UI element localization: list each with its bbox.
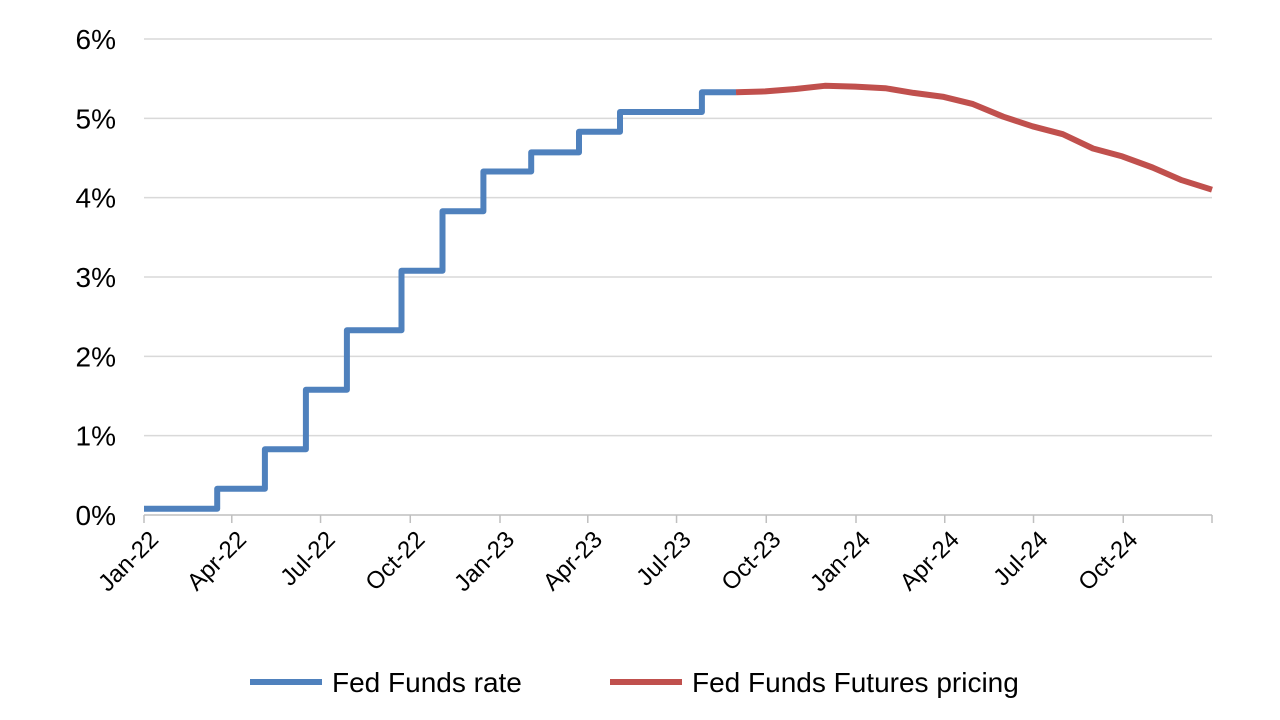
x-tick-label: Oct-22 <box>360 526 430 596</box>
x-tick-label: Jul-22 <box>275 526 340 591</box>
y-tick-label: 0% <box>76 500 116 531</box>
y-tick-label: 3% <box>76 262 116 293</box>
y-tick-label: 5% <box>76 103 116 134</box>
x-tick-label: Jan-23 <box>449 526 520 597</box>
y-tick-label: 6% <box>76 24 116 55</box>
series-lines <box>144 82 1213 512</box>
x-tick-label: Oct-24 <box>1073 526 1143 596</box>
y-tick-label: 1% <box>76 421 116 452</box>
x-axis: Jan-22 Apr-22 Jul-22 Oct-22 Jan-23 Apr-23 Jul-… <box>93 514 1213 597</box>
x-tick-label: Jul-23 <box>631 526 696 591</box>
x-tick-label: Jan-24 <box>805 526 876 597</box>
x-tick-label: Apr-24 <box>895 526 965 596</box>
x-tick-label: Oct-23 <box>716 526 786 596</box>
legend: Fed Funds rate Fed Funds Futures pricing <box>250 667 1019 698</box>
grid-lines <box>144 38 1212 437</box>
y-tick-label: 2% <box>76 341 116 372</box>
x-tick-label: Jul-24 <box>988 526 1053 591</box>
x-tick-label: Apr-23 <box>538 526 608 596</box>
legend-label-1: Fed Funds rate <box>332 667 522 698</box>
y-axis-ticks: 0% 1% 2% 3% 4% 5% 6% <box>76 24 116 531</box>
series-line-2 <box>735 82 1213 193</box>
legend-label-2: Fed Funds Futures pricing <box>692 667 1019 698</box>
x-tick-label: Apr-22 <box>182 526 252 596</box>
x-tick-label: Jan-22 <box>93 526 164 597</box>
series-line-1 <box>144 89 736 512</box>
y-tick-label: 4% <box>76 183 116 214</box>
